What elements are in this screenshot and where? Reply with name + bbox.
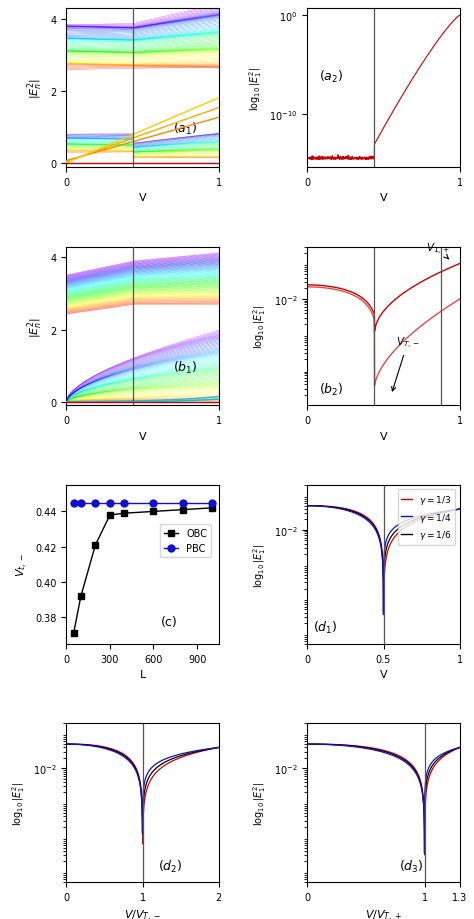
Text: $(d_2)$: $(d_2)$	[158, 857, 182, 874]
Text: $(b_1)$: $(b_1)$	[173, 359, 198, 375]
X-axis label: V: V	[139, 193, 146, 203]
Text: $(d_3)$: $(d_3)$	[399, 857, 423, 874]
PBC	[209, 497, 214, 508]
X-axis label: L: L	[139, 669, 146, 679]
Y-axis label: $\log_{10}|E_1^2|$: $\log_{10}|E_1^2|$	[10, 781, 27, 825]
OBC	[92, 539, 98, 550]
Y-axis label: $\log_{10}|E_1^2|$: $\log_{10}|E_1^2|$	[251, 781, 268, 825]
PBC	[151, 497, 156, 508]
OBC	[209, 503, 214, 514]
OBC	[180, 505, 185, 516]
Text: $(b_2)$: $(b_2)$	[319, 381, 344, 397]
OBC	[71, 628, 76, 639]
Y-axis label: $|E_n^2|$: $|E_n^2|$	[25, 78, 45, 99]
X-axis label: $V/V_{T,+}$: $V/V_{T,+}$	[365, 907, 402, 919]
Y-axis label: $|E_n^2|$: $|E_n^2|$	[25, 316, 45, 337]
X-axis label: V: V	[380, 669, 387, 679]
Text: $(a_2)$: $(a_2)$	[319, 69, 344, 85]
Y-axis label: $V_{t,-}$: $V_{t,-}$	[15, 553, 29, 576]
Line: PBC: PBC	[70, 500, 215, 506]
Text: $(d_1)$: $(d_1)$	[313, 619, 338, 636]
X-axis label: V: V	[380, 193, 387, 203]
X-axis label: V: V	[139, 431, 146, 441]
PBC	[122, 497, 128, 508]
Y-axis label: $\log_{10}|E_1^2|$: $\log_{10}|E_1^2|$	[251, 542, 268, 587]
Y-axis label: $\log_{10}|E_1^2|$: $\log_{10}|E_1^2|$	[247, 66, 264, 110]
Legend: $\gamma=1/3$, $\gamma=1/4$, $\gamma=1/6$: $\gamma=1/3$, $\gamma=1/4$, $\gamma=1/6$	[398, 490, 455, 545]
Text: (c): (c)	[161, 615, 178, 628]
OBC	[107, 510, 113, 521]
Text: $(a_1)$: $(a_1)$	[173, 121, 197, 137]
OBC	[151, 506, 156, 517]
PBC	[71, 497, 76, 508]
X-axis label: $V/V_{T,-}$: $V/V_{T,-}$	[124, 907, 161, 919]
Line: OBC: OBC	[70, 505, 215, 637]
OBC	[78, 591, 84, 602]
Text: $V_{1,+}$: $V_{1,+}$	[426, 242, 450, 260]
PBC	[78, 497, 84, 508]
Y-axis label: $\log_{10}|E_1^2|$: $\log_{10}|E_1^2|$	[251, 304, 268, 349]
PBC	[92, 497, 98, 508]
X-axis label: V: V	[380, 431, 387, 441]
PBC	[180, 497, 185, 508]
Legend: OBC, PBC: OBC, PBC	[160, 525, 211, 557]
OBC	[122, 508, 128, 519]
Text: $V_{T,-}$: $V_{T,-}$	[392, 335, 419, 391]
PBC	[107, 497, 113, 508]
